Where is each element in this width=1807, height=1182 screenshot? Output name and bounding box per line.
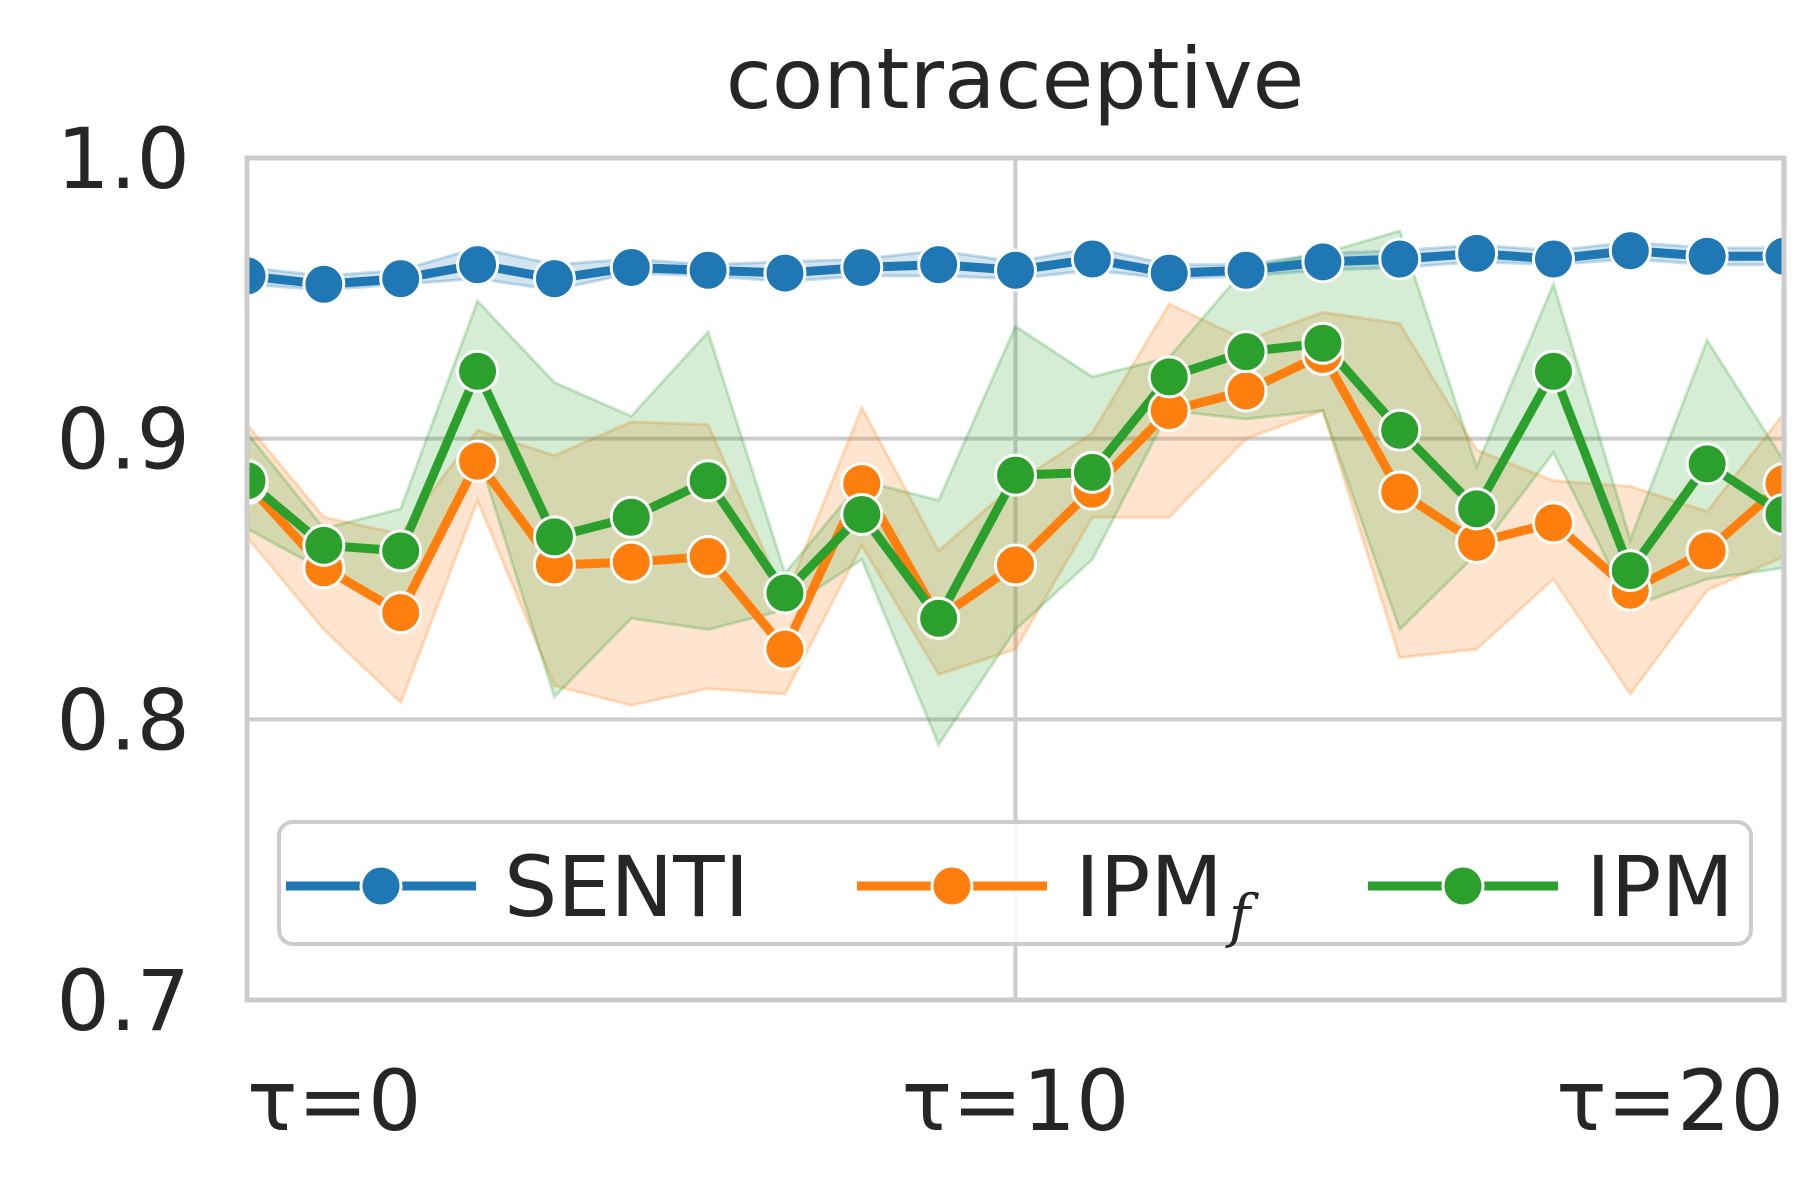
point-ipm bbox=[1608, 549, 1652, 593]
point-ipm bbox=[1070, 450, 1114, 494]
point-ipm-f bbox=[1685, 529, 1729, 573]
point-senti bbox=[917, 243, 961, 287]
point-ipm-f bbox=[1531, 501, 1575, 545]
chart-title: contraceptive bbox=[726, 30, 1305, 128]
y-axis-ticks: 0.7 0.8 0.9 1.0 bbox=[56, 110, 190, 1050]
point-senti bbox=[994, 248, 1037, 292]
point-ipm bbox=[1301, 321, 1345, 365]
legend: SENTI IPM f IPM bbox=[277, 820, 1753, 950]
point-senti bbox=[609, 245, 653, 289]
y-tick-label: 0.8 bbox=[56, 671, 190, 769]
legend-marker-ipm bbox=[1441, 864, 1485, 908]
legend-label-senti: SENTI bbox=[504, 838, 749, 936]
point-senti bbox=[1301, 240, 1345, 284]
point-ipm bbox=[917, 596, 961, 640]
point-ipm bbox=[532, 515, 576, 559]
point-ipm bbox=[994, 453, 1037, 497]
point-senti bbox=[302, 262, 346, 306]
point-senti bbox=[1224, 248, 1268, 292]
point-ipm bbox=[302, 523, 346, 567]
point-senti bbox=[1455, 231, 1499, 275]
point-ipm-f bbox=[1224, 369, 1268, 413]
point-ipm-f bbox=[456, 439, 500, 483]
x-axis-ticks: τ=0 τ=10 τ=20 bbox=[247, 1052, 1784, 1150]
point-ipm-f bbox=[1378, 470, 1422, 514]
point-senti bbox=[686, 248, 730, 292]
point-ipm-f bbox=[994, 543, 1037, 587]
point-senti bbox=[1762, 234, 1784, 278]
point-senti bbox=[1378, 237, 1422, 281]
point-senti bbox=[1147, 251, 1191, 295]
point-ipm bbox=[247, 459, 269, 503]
point-senti bbox=[1685, 234, 1729, 278]
point-senti bbox=[532, 257, 576, 301]
x-tick-label: τ=20 bbox=[1556, 1052, 1784, 1150]
point-senti bbox=[840, 245, 884, 289]
point-ipm bbox=[840, 492, 884, 536]
x-tick-label: τ=10 bbox=[902, 1052, 1130, 1150]
point-ipm bbox=[1147, 355, 1191, 399]
point-ipm bbox=[763, 571, 807, 615]
x-tick-label: τ=0 bbox=[247, 1052, 421, 1150]
y-tick-label: 0.9 bbox=[56, 391, 190, 489]
series-markers bbox=[247, 229, 1784, 671]
point-ipm bbox=[1378, 408, 1422, 452]
point-senti bbox=[1531, 237, 1575, 281]
legend-marker-senti bbox=[359, 864, 403, 908]
point-ipm bbox=[609, 495, 653, 539]
point-ipm-f bbox=[609, 540, 653, 584]
point-ipm bbox=[686, 459, 730, 503]
point-senti bbox=[247, 254, 269, 298]
plot-frame bbox=[244, 155, 1787, 1003]
legend-marker-ipm-f bbox=[930, 864, 974, 908]
point-ipm bbox=[1531, 349, 1575, 393]
point-senti bbox=[1608, 229, 1652, 273]
point-ipm bbox=[1224, 330, 1268, 374]
point-ipm-f bbox=[379, 591, 423, 635]
point-ipm-f bbox=[763, 627, 807, 671]
point-senti bbox=[379, 257, 423, 301]
y-tick-label: 0.7 bbox=[56, 952, 190, 1050]
point-ipm bbox=[456, 349, 500, 393]
point-senti bbox=[763, 251, 807, 295]
legend-label-ipm: IPM bbox=[1586, 838, 1734, 936]
point-ipm bbox=[379, 529, 423, 573]
point-ipm bbox=[1762, 492, 1784, 536]
point-ipm bbox=[1685, 442, 1729, 486]
point-senti bbox=[1070, 237, 1114, 281]
point-ipm-f bbox=[686, 535, 730, 579]
point-senti bbox=[456, 243, 500, 287]
y-tick-label: 1.0 bbox=[56, 110, 190, 208]
point-ipm bbox=[1455, 487, 1499, 531]
